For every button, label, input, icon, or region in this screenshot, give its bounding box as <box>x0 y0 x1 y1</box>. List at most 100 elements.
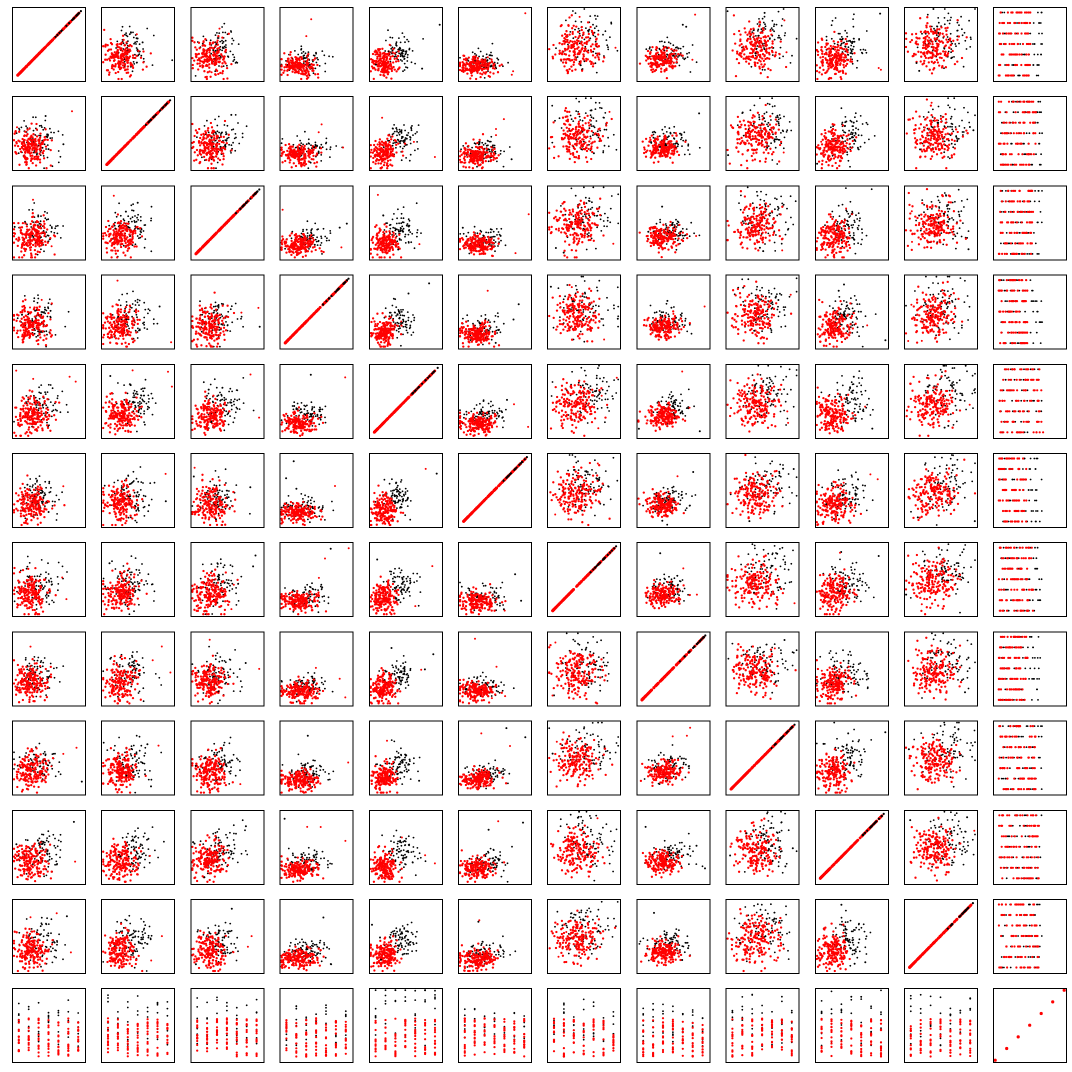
red-point <box>750 47 753 50</box>
red-point <box>589 25 592 29</box>
red-point <box>320 123 323 126</box>
red-point <box>469 77 472 80</box>
black-point <box>391 49 394 52</box>
red-point <box>466 151 469 154</box>
red-point <box>206 133 210 137</box>
red-point <box>763 63 766 66</box>
black-point <box>134 53 136 56</box>
red-point <box>215 144 219 147</box>
red-point <box>71 110 73 113</box>
red-point <box>472 59 475 62</box>
red-point <box>592 62 595 65</box>
red-point <box>548 147 551 150</box>
black-point <box>217 115 220 118</box>
red-point <box>473 162 477 165</box>
red-point <box>465 67 469 70</box>
red-point <box>378 51 382 54</box>
black-point <box>241 136 244 139</box>
black-point <box>402 50 405 53</box>
red-point <box>927 56 930 60</box>
red-point <box>43 136 46 139</box>
red-point <box>485 147 488 150</box>
red-point <box>641 140 644 143</box>
black-point <box>492 144 494 147</box>
black-point <box>71 18 74 22</box>
black-point <box>1011 64 1014 66</box>
red-point <box>834 52 838 56</box>
red-point <box>567 47 570 50</box>
red-point <box>912 54 915 57</box>
red-point <box>463 158 466 162</box>
red-point <box>571 127 575 131</box>
black-point <box>403 58 406 60</box>
red-point <box>590 62 593 66</box>
panel-r1-c5 <box>368 7 443 82</box>
black-point <box>403 55 406 57</box>
red-point <box>732 14 736 17</box>
red-point <box>33 155 36 159</box>
black-point <box>44 119 47 122</box>
black-point <box>329 156 331 159</box>
red-point <box>742 57 745 60</box>
black-point <box>405 50 408 53</box>
black-point <box>569 114 572 117</box>
red-point <box>215 137 218 140</box>
red-point <box>193 59 196 62</box>
black-point <box>969 36 972 39</box>
red-point <box>197 140 201 143</box>
black-point <box>965 48 968 50</box>
red-point <box>284 143 287 147</box>
red-point <box>597 56 600 59</box>
black-point <box>852 45 855 48</box>
red-point <box>195 55 198 59</box>
red-point <box>379 157 383 161</box>
red-point <box>211 147 215 150</box>
red-point <box>289 59 292 62</box>
red-point <box>211 53 215 57</box>
red-point <box>305 35 308 38</box>
black-point <box>218 65 220 67</box>
red-point <box>1009 21 1012 25</box>
black-point <box>943 67 945 70</box>
black-point <box>773 38 776 41</box>
red-point <box>1027 53 1030 56</box>
red-point <box>751 56 755 59</box>
red-point <box>1015 11 1018 14</box>
black-point <box>316 57 318 59</box>
red-point <box>677 53 680 56</box>
red-point <box>565 58 568 61</box>
red-point <box>834 65 838 68</box>
red-point <box>909 40 912 44</box>
black-point <box>73 16 76 19</box>
black-point <box>594 108 597 110</box>
red-point <box>1007 32 1010 35</box>
red-point <box>582 33 585 36</box>
red-point <box>280 148 283 151</box>
red-point <box>35 149 38 152</box>
black-point <box>459 56 461 59</box>
red-point <box>596 54 599 57</box>
red-point <box>135 132 139 136</box>
red-point <box>302 60 306 63</box>
black-point <box>132 31 134 34</box>
red-point <box>204 130 207 133</box>
red-point <box>401 150 404 153</box>
red-point <box>117 77 120 81</box>
red-point <box>674 131 677 135</box>
black-point <box>226 124 229 127</box>
red-point <box>297 158 301 161</box>
black-point <box>17 152 20 155</box>
red-point <box>211 144 214 147</box>
black-point <box>756 45 759 47</box>
red-point <box>771 40 774 43</box>
red-point <box>375 149 378 153</box>
black-point <box>60 29 63 32</box>
red-point <box>296 145 299 148</box>
red-point <box>574 137 577 140</box>
panel-points <box>997 11 1043 77</box>
red-point <box>568 143 572 146</box>
red-point <box>649 138 652 142</box>
black-point <box>606 44 609 47</box>
red-point <box>904 32 908 35</box>
red-point <box>112 68 115 71</box>
